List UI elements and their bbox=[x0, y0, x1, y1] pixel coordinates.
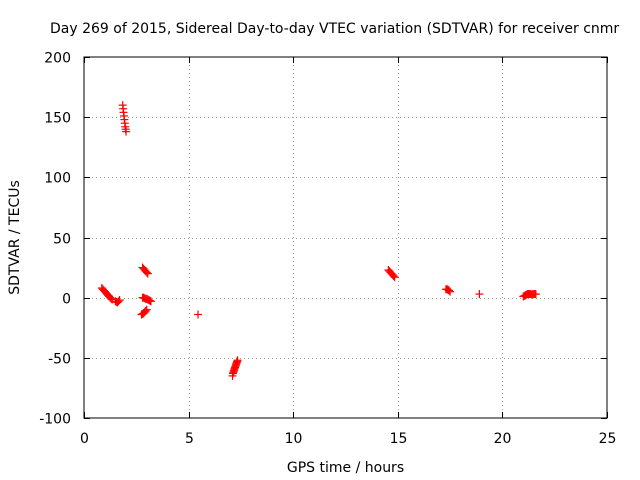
y-tick-label: 200 bbox=[44, 51, 71, 67]
x-tick-label: 25 bbox=[599, 431, 617, 447]
data-point bbox=[446, 287, 455, 296]
data-point bbox=[233, 356, 242, 365]
grid bbox=[84, 57, 607, 418]
data-point bbox=[390, 273, 399, 282]
x-axis-label: GPS time / hours bbox=[287, 460, 404, 476]
y-tick-label: 0 bbox=[62, 292, 71, 308]
y-tick-label: 150 bbox=[44, 111, 71, 127]
y-tick-label: 100 bbox=[44, 171, 71, 187]
data-point bbox=[389, 272, 398, 281]
data-point bbox=[475, 290, 484, 299]
data-points bbox=[97, 101, 540, 380]
plot-area-border bbox=[83, 56, 608, 419]
x-tick-label: 0 bbox=[80, 431, 89, 447]
y-axis-label: SDTVAR / TECUs bbox=[7, 180, 23, 295]
data-point bbox=[141, 306, 150, 315]
chart-title: Day 269 of 2015, Sidereal Day-to-day VTE… bbox=[50, 21, 619, 37]
y-tick-label: -50 bbox=[48, 352, 71, 368]
data-point bbox=[531, 290, 540, 299]
x-tick-label: 5 bbox=[185, 431, 194, 447]
x-tick-label: 10 bbox=[285, 431, 303, 447]
y-tick-label: -100 bbox=[39, 412, 71, 428]
x-tick-label: 15 bbox=[390, 431, 408, 447]
data-point bbox=[143, 269, 152, 278]
x-tick-label: 20 bbox=[494, 431, 512, 447]
data-point bbox=[445, 286, 454, 295]
data-point bbox=[142, 268, 151, 277]
data-point bbox=[444, 285, 453, 294]
data-point bbox=[114, 297, 123, 306]
data-point bbox=[122, 127, 131, 136]
y-tick-label: 50 bbox=[53, 232, 71, 248]
data-point bbox=[146, 297, 155, 306]
data-point bbox=[107, 294, 116, 303]
axis-ticks: 0 5 10 15 20 25 -100 -50 0 50 100 150 200 bbox=[39, 51, 616, 448]
data-point bbox=[142, 305, 151, 314]
data-point bbox=[194, 310, 203, 319]
data-point bbox=[145, 296, 154, 305]
data-point bbox=[115, 296, 124, 305]
